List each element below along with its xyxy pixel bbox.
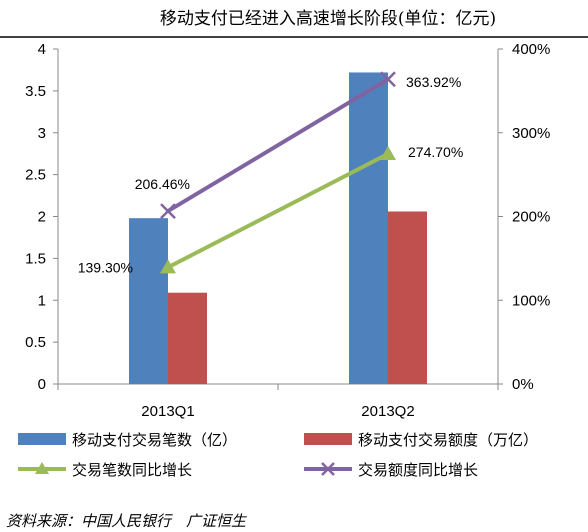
data-label: 139.30% (78, 259, 133, 275)
left-tick-label: 0.5 (25, 334, 46, 351)
bar (388, 211, 427, 384)
series-line (166, 77, 390, 214)
bar (349, 72, 388, 384)
left-tick-label: 2 (38, 209, 46, 226)
point-marker (160, 259, 176, 274)
right-tick-label: 100% (512, 292, 550, 309)
legend-label: 移动支付交易笔数（亿） (72, 431, 237, 449)
point-marker (380, 145, 396, 160)
source-note: 资料来源：中国人民银行 广证恒生 (6, 512, 247, 530)
data-label: 363.92% (406, 74, 461, 90)
right-tick-label: 300% (512, 125, 550, 142)
legend-swatch (304, 433, 352, 445)
legend-label: 移动支付交易额度（万亿） (358, 431, 538, 449)
legend: 移动支付交易笔数（亿） 移动支付交易额度（万亿） 交易笔数同比增长 交易额度同比增长 (18, 431, 538, 479)
right-tick-label: 200% (512, 209, 550, 226)
chart-title: 移动支付已经进入高速增长阶段(单位：亿元) (160, 9, 496, 29)
bar (168, 292, 207, 384)
data-label: 274.70% (408, 144, 463, 160)
left-tick-label: 1.5 (25, 250, 46, 267)
right-tick-label: 0% (512, 376, 534, 393)
bar (129, 218, 168, 384)
legend-marker (321, 462, 335, 476)
left-tick-label: 1 (38, 292, 46, 309)
category-label: 2013Q1 (141, 403, 194, 420)
series-line (166, 151, 390, 270)
point-marker (160, 203, 176, 219)
category-label: 2013Q2 (361, 403, 414, 420)
left-tick-label: 3 (38, 125, 46, 142)
left-tick-label: 0 (38, 376, 46, 393)
legend-label: 交易额度同比增长 (358, 461, 478, 479)
left-tick-label: 2.5 (25, 167, 46, 184)
data-label: 206.46% (135, 176, 190, 192)
chart: 移动支付已经进入高速增长阶段(单位：亿元) 00.511.522.533.540… (0, 9, 588, 479)
legend-label: 交易笔数同比增长 (72, 461, 192, 479)
left-tick-label: 3.5 (25, 83, 46, 100)
right-tick-label: 400% (512, 41, 550, 58)
plot-area: 0 0.5 1 1.5 2 2.5 3 3.5 4 0% 100% 200% 300% 400% 2013Q… (0, 36, 588, 420)
point-marker (380, 71, 396, 88)
legend-marker (35, 462, 49, 474)
left-tick-label: 4 (38, 41, 46, 58)
legend-swatch (18, 433, 66, 445)
